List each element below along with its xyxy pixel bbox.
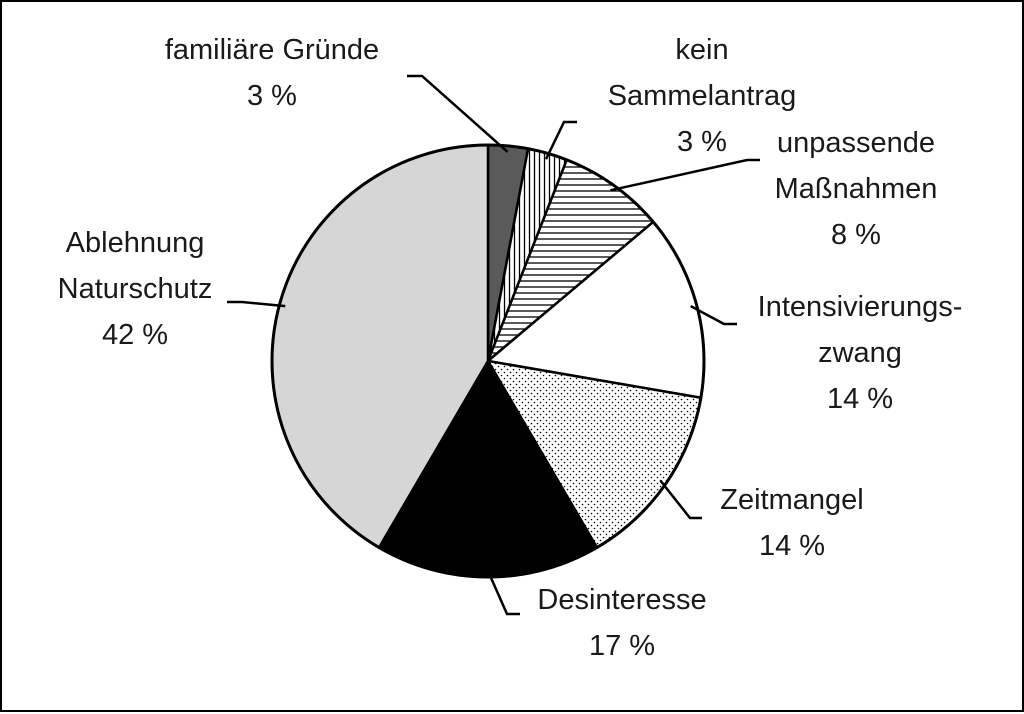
slice-category-label: Intensivierungs-: [758, 291, 963, 323]
slice-value-label: 42 %: [102, 319, 168, 351]
slice-value-label: 17 %: [589, 630, 655, 662]
slice-category-label: Maßnahmen: [775, 173, 938, 205]
slice-category-label: Sammelantrag: [608, 80, 797, 112]
slice-category-label: Zeitmangel: [720, 484, 863, 516]
leader-line: [610, 158, 760, 192]
pie-outline: [270, 143, 706, 579]
slice-category-label: zwang: [818, 337, 902, 369]
leader-line: [690, 304, 737, 326]
slice-value-label: 14 %: [827, 383, 893, 415]
leader-line: [659, 479, 702, 520]
leader-line: [407, 74, 509, 153]
leader-line: [227, 300, 286, 308]
slice-category-label: familiäre Gründe: [165, 34, 379, 66]
slice-category-label: unpassende: [777, 127, 935, 159]
leader-line: [544, 120, 577, 160]
slice-category-label: Ablehnung: [66, 227, 205, 259]
slice-value-label: 3 %: [247, 80, 297, 112]
leader-line: [486, 570, 520, 616]
slice-value-label: 14 %: [759, 530, 825, 562]
slice-value-label: 3 %: [677, 126, 727, 158]
slice-category-label: Naturschutz: [58, 273, 213, 305]
slice-category-label: Desinteresse: [537, 584, 706, 616]
slice-value-label: 8 %: [831, 219, 881, 251]
slice-category-label: kein: [675, 34, 728, 66]
